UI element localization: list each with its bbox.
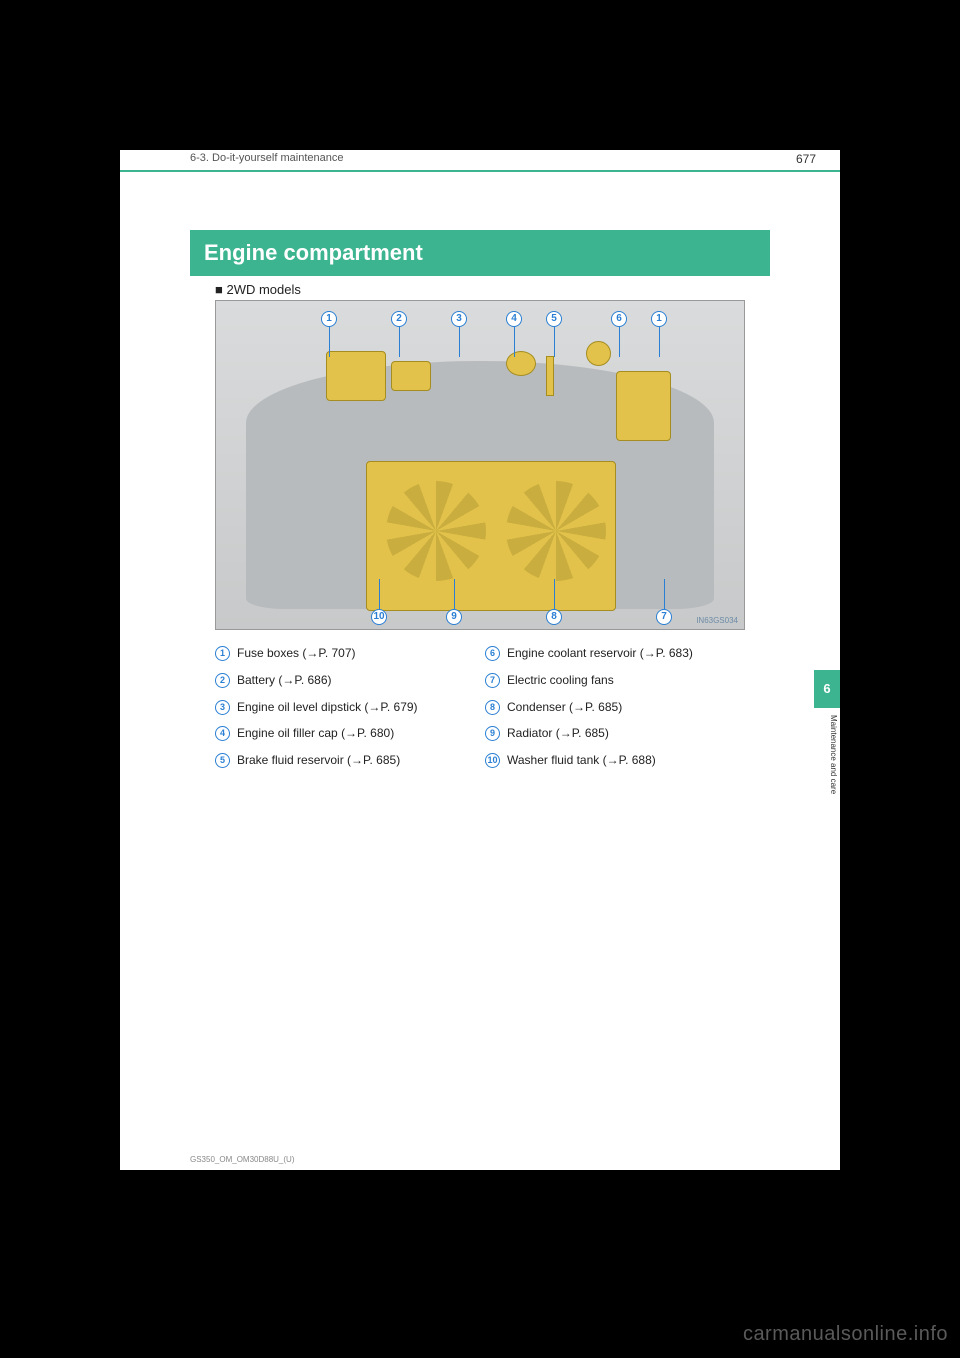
legend-page-ref: (→P. 688) — [603, 753, 656, 767]
breadcrumb: 6-3. Do-it-yourself maintenance — [190, 152, 343, 164]
legend-column-1: 1 Fuse boxes (→P. 707) 2 Battery (→P. 686) 3… — [215, 645, 475, 779]
callout-10: 10 — [371, 609, 387, 625]
legend-text: Washer fluid tank — [507, 753, 603, 767]
legend-page-ref: (→P. 680) — [341, 726, 394, 740]
legend-text: Electric cooling fans — [507, 673, 614, 687]
subtitle: ■ 2WD models — [215, 282, 301, 297]
legend-item: 4 Engine oil filler cap (→P. 680) — [215, 725, 475, 742]
callout-2: 2 — [391, 311, 407, 327]
legend-item: 7 Electric cooling fans — [485, 672, 745, 689]
callout-1: 1 — [651, 311, 667, 327]
chapter-tab-label: Maintenance and care — [814, 715, 838, 794]
cooling-fan-right — [506, 481, 606, 581]
page-number: 677 — [796, 152, 816, 166]
section-title: Engine compartment — [190, 230, 770, 276]
legend-text: Fuse boxes — [237, 646, 302, 660]
callout-lead — [664, 579, 665, 609]
cooling-fan-left — [386, 481, 486, 581]
highlight-coolant — [586, 341, 611, 366]
legend-page-ref: (→P. 685) — [569, 700, 622, 714]
legend-text: Radiator — [507, 726, 556, 740]
legend-item: 2 Battery (→P. 686) — [215, 672, 475, 689]
callout-4: 4 — [506, 311, 522, 327]
callout-lead — [329, 327, 330, 357]
diagram-code: IN63GS034 — [696, 616, 738, 625]
legend-number-icon: 10 — [485, 753, 500, 768]
highlight-oil-cap — [506, 351, 536, 376]
legend-number-icon: 7 — [485, 673, 500, 688]
callout-lead — [459, 327, 460, 357]
legend-item: 10 Washer fluid tank (→P. 688) — [485, 752, 745, 769]
callout-lead — [379, 579, 380, 609]
legend-text: Condenser — [507, 700, 569, 714]
callout-8: 8 — [546, 609, 562, 625]
manual-page: 677 6-3. Do-it-yourself maintenance Engi… — [120, 150, 840, 1170]
watermark: carmanualsonline.info — [743, 1323, 948, 1346]
legend-item: 6 Engine coolant reservoir (→P. 683) — [485, 645, 745, 662]
legend-number-icon: 8 — [485, 700, 500, 715]
legend-text: Battery — [237, 673, 278, 687]
legend-item: 3 Engine oil level dipstick (→P. 679) — [215, 699, 475, 716]
legend-item: 5 Brake fluid reservoir (→P. 685) — [215, 752, 475, 769]
chapter-tab: 6 — [814, 670, 840, 708]
callout-lead — [554, 579, 555, 609]
legend-text: Engine oil filler cap — [237, 726, 341, 740]
legend-number-icon: 2 — [215, 673, 230, 688]
legend-number-icon: 9 — [485, 726, 500, 741]
legend-page-ref: (→P. 707) — [302, 646, 355, 660]
callout-3: 3 — [451, 311, 467, 327]
legend-text: Engine oil level dipstick — [237, 700, 364, 714]
callout-lead — [659, 327, 660, 357]
callout-6: 6 — [611, 311, 627, 327]
callout-9: 9 — [446, 609, 462, 625]
legend-page-ref: (→P. 679) — [364, 700, 417, 714]
header-rule — [120, 170, 840, 172]
engine-diagram: 1 2 3 4 5 6 1 10 9 8 7 IN63GS034 — [215, 300, 745, 630]
legend-item: 9 Radiator (→P. 685) — [485, 725, 745, 742]
legend-item: 1 Fuse boxes (→P. 707) — [215, 645, 475, 662]
callout-lead — [554, 327, 555, 357]
legend-text: Engine coolant reservoir — [507, 646, 640, 660]
callout-lead — [454, 579, 455, 609]
highlight-dipstick — [546, 356, 554, 396]
legend-number-icon: 4 — [215, 726, 230, 741]
legend-item: 8 Condenser (→P. 685) — [485, 699, 745, 716]
legend-number-icon: 6 — [485, 646, 500, 661]
callout-7: 7 — [656, 609, 672, 625]
legend-text: Brake fluid reservoir — [237, 753, 347, 767]
highlight-fusebox-right — [616, 371, 671, 441]
print-code: GS350_OM_OM30D88U_(U) — [190, 1155, 294, 1164]
callout-1: 1 — [321, 311, 337, 327]
highlight-fusebox-left — [326, 351, 386, 401]
callout-lead — [619, 327, 620, 357]
legend-column-2: 6 Engine coolant reservoir (→P. 683) 7 Elec… — [485, 645, 745, 779]
subtitle-text: 2WD models — [226, 282, 300, 297]
legend-number-icon: 5 — [215, 753, 230, 768]
legend-page-ref: (→P. 686) — [278, 673, 331, 687]
legend-page-ref: (→P. 683) — [640, 646, 693, 660]
legend-page-ref: (→P. 685) — [556, 726, 609, 740]
legend-number-icon: 3 — [215, 700, 230, 715]
highlight-brake-reservoir — [391, 361, 431, 391]
callout-lead — [399, 327, 400, 357]
callout-5: 5 — [546, 311, 562, 327]
legend-page-ref: (→P. 685) — [347, 753, 400, 767]
callout-lead — [514, 327, 515, 357]
legend-number-icon: 1 — [215, 646, 230, 661]
